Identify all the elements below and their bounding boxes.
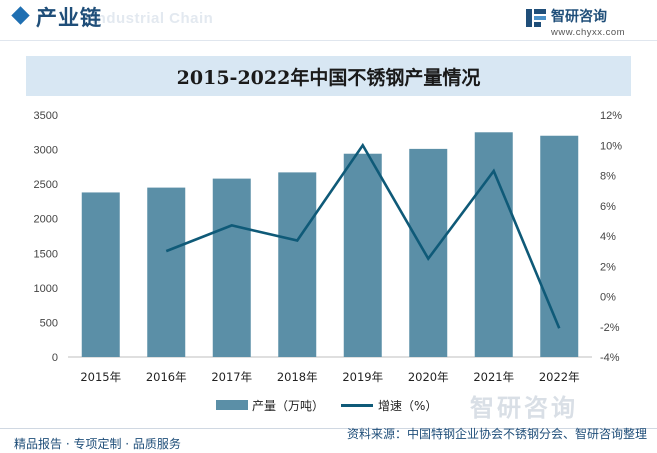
y-right-tick-label: 10% xyxy=(600,140,622,152)
x-tick-label: 2020年 xyxy=(408,370,449,384)
growth-line xyxy=(165,142,561,329)
y-left-tick-label: 500 xyxy=(40,317,58,329)
bar-output-4 xyxy=(343,153,382,357)
section-subtitle: Industrial Chain xyxy=(92,10,214,27)
legend: 产量（万吨） 增速（%） xyxy=(0,394,657,416)
bar-output-3 xyxy=(278,172,317,357)
brand-url: www.chyxx.com xyxy=(551,27,626,38)
brand-name: 智研咨询 xyxy=(551,9,607,25)
y-left-axis: 0 500 1000 1500 2000 2500 3000 3500 xyxy=(34,110,58,364)
x-tick-label: 2015年 xyxy=(80,370,121,384)
bar-output-0 xyxy=(81,192,120,357)
section-title: 产业链 xyxy=(36,6,102,30)
footer-divider xyxy=(0,428,657,429)
x-tick-label: 2017年 xyxy=(211,370,252,384)
x-tick-label: 2021年 xyxy=(473,370,514,384)
chart-title: 2015-2022年中国不锈钢产量情况 xyxy=(176,67,481,89)
y-right-tick-label: 6% xyxy=(600,201,616,213)
bar-output-2 xyxy=(212,178,251,357)
y-right-tick-label: 4% xyxy=(600,231,616,243)
y-right-tick-label: 0% xyxy=(600,292,616,304)
y-left-tick-label: 1000 xyxy=(34,283,58,295)
y-left-tick-label: 3500 xyxy=(34,110,58,122)
source-note: 资料来源：中国特钢企业协会不锈钢分会、智研咨询整理 xyxy=(346,427,647,441)
y-left-tick-label: 0 xyxy=(52,352,58,364)
y-right-tick-label: -2% xyxy=(600,322,620,334)
legend-label-output: 产量（万吨） xyxy=(252,399,325,413)
brand-logo: 智研咨询 www.chyxx.com xyxy=(525,6,645,42)
legend-label-growth: 增速（%） xyxy=(378,399,438,413)
page-header: Industrial Chain 产业链 智研咨询 www.chyxx.com xyxy=(0,0,657,44)
chart-title-box: 2015-2022年中国不锈钢产量情况 xyxy=(26,56,631,96)
y-right-tick-label: 8% xyxy=(600,171,616,183)
bar-output-1 xyxy=(147,187,186,357)
y-left-tick-label: 2500 xyxy=(34,179,58,191)
x-tick-label: 2019年 xyxy=(342,370,383,384)
bar-output-5 xyxy=(409,148,448,357)
footer-tagline: 精品报告 · 专项定制 · 品质服务 xyxy=(14,437,181,451)
legend-swatch-output xyxy=(216,400,248,410)
bars-group xyxy=(81,132,579,357)
y-right-tick-label: -4% xyxy=(600,352,620,364)
bar-output-6 xyxy=(474,132,513,357)
x-tick-label: 2018年 xyxy=(277,370,318,384)
y-right-tick-label: 12% xyxy=(600,110,622,122)
x-axis: 2015年 2016年 2017年 2018年 2019年 2020年 2021年 2022年 xyxy=(80,370,579,384)
bar-output-7 xyxy=(540,135,579,357)
watermark-brand: 智研咨询 xyxy=(470,394,578,422)
y-right-axis: -4% -2% 0% 2% 4% 6% 8% 10% 12% xyxy=(600,110,622,364)
y-left-tick-label: 3000 xyxy=(34,145,58,157)
x-tick-label: 2022年 xyxy=(539,370,580,384)
y-left-tick-label: 2000 xyxy=(34,214,58,226)
y-left-tick-label: 1500 xyxy=(34,248,58,260)
header-divider xyxy=(0,40,657,41)
x-tick-label: 2016年 xyxy=(146,370,187,384)
y-right-tick-label: 2% xyxy=(600,261,616,273)
legend-swatch-growth xyxy=(341,404,373,407)
brand-logo-icon xyxy=(526,9,546,27)
